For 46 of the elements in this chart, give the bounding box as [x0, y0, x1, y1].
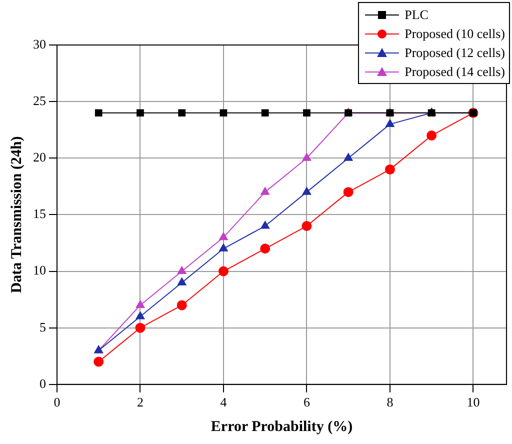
y-axis-title: Data Transmission (24h) — [8, 136, 25, 294]
point — [260, 187, 270, 195]
point — [136, 312, 145, 320]
x-tick-label: 4 — [220, 394, 228, 410]
y-tick-label: 25 — [33, 92, 46, 108]
y-tick-label: 15 — [33, 206, 46, 222]
point — [426, 130, 437, 141]
y-tick-label: 10 — [33, 262, 46, 278]
point — [302, 187, 312, 195]
point — [384, 164, 395, 174]
point — [136, 300, 145, 308]
point — [219, 232, 228, 240]
point — [302, 153, 312, 161]
y-tick-label: 30 — [33, 36, 46, 52]
x-tick-label: 8 — [386, 394, 394, 410]
point — [260, 221, 270, 229]
point — [176, 300, 187, 310]
x-tick-label: 10 — [466, 394, 480, 410]
point — [178, 109, 186, 117]
legend-label: Proposed (14 cells) — [404, 64, 505, 80]
x-tick-label: 6 — [303, 394, 310, 410]
point — [136, 109, 144, 117]
x-tick-label: 0 — [54, 394, 60, 410]
point — [220, 109, 228, 117]
point — [343, 187, 354, 198]
point — [260, 244, 270, 254]
point — [218, 266, 228, 276]
x-tick-label: 2 — [136, 394, 144, 410]
point — [261, 109, 269, 117]
legend-label: Proposed (12 cells) — [404, 44, 505, 60]
point — [135, 322, 146, 333]
point — [303, 109, 310, 117]
point — [94, 109, 102, 117]
legend-label: Proposed (10 cells) — [404, 26, 505, 42]
y-tick-label: 20 — [33, 150, 46, 165]
x-axis-title: Error Probability (%) — [210, 418, 353, 435]
point — [302, 221, 312, 232]
point — [177, 278, 186, 286]
point — [386, 119, 394, 127]
y-tick-label: 0 — [40, 376, 46, 391]
legend-label: PLC — [404, 6, 428, 22]
point — [177, 266, 186, 274]
point — [94, 356, 104, 367]
point — [219, 244, 228, 252]
y-tick-label: 5 — [40, 319, 46, 334]
point — [344, 153, 353, 161]
